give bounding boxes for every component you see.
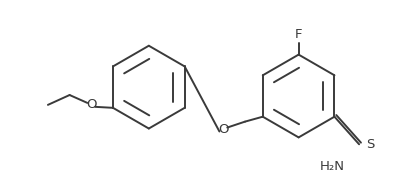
Text: S: S — [366, 138, 374, 151]
Text: O: O — [218, 123, 229, 136]
Text: O: O — [86, 98, 97, 111]
Text: F: F — [295, 28, 302, 41]
Text: H₂N: H₂N — [320, 160, 345, 173]
